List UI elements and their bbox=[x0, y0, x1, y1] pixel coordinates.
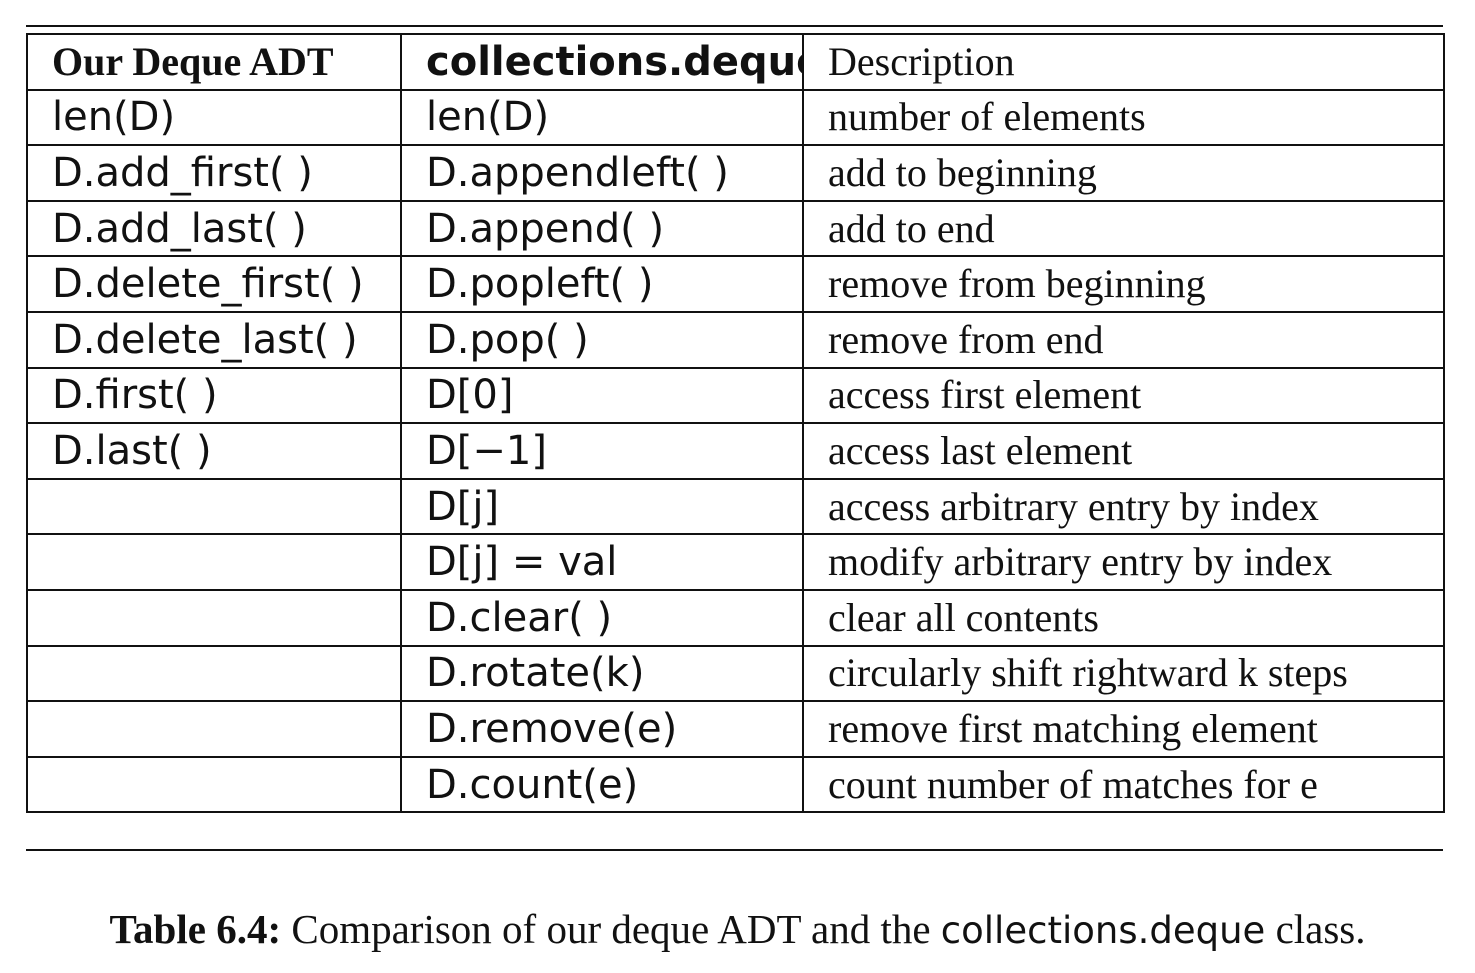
header-collections-deque: collections.deque bbox=[400, 33, 804, 91]
caption-text: Comparison of our deque ADT and the bbox=[281, 906, 941, 952]
adt-method-cell: D.last( ) bbox=[26, 422, 402, 480]
adt-method-cell: D.delete_first( ) bbox=[26, 255, 402, 313]
table-header-row: Our Deque ADT collections.deque Descript… bbox=[26, 33, 1445, 91]
description-cell: number of elements bbox=[802, 88, 1445, 147]
deque-method-cell: D[−1] bbox=[400, 422, 804, 480]
description-cell: remove from end bbox=[802, 310, 1445, 369]
table-row: D.add_last( ) D.append( ) add to end bbox=[26, 199, 1445, 258]
description-cell: add to beginning bbox=[802, 144, 1445, 202]
deque-method-cell: D.count(e) bbox=[400, 755, 804, 814]
deque-method-cell: len(D) bbox=[400, 88, 804, 147]
description-cell: modify arbitrary entry by index bbox=[802, 533, 1445, 591]
table-row: D.add_first( ) D.appendleft( ) add to be… bbox=[26, 144, 1445, 202]
deque-method-cell: D.pop( ) bbox=[400, 310, 804, 369]
description-cell: add to end bbox=[802, 199, 1445, 258]
deque-method-cell: D.appendleft( ) bbox=[400, 144, 804, 202]
deque-method-cell: D[j] bbox=[400, 477, 804, 536]
adt-method-cell bbox=[26, 755, 402, 814]
description-cell: access arbitrary entry by index bbox=[802, 477, 1445, 536]
description-cell: clear all contents bbox=[802, 588, 1445, 647]
adt-method-cell bbox=[26, 588, 402, 647]
table-row: D[j] = val modify arbitrary entry by ind… bbox=[26, 533, 1445, 591]
adt-method-cell: len(D) bbox=[26, 88, 402, 147]
table-row: D.clear( ) clear all contents bbox=[26, 588, 1445, 647]
description-cell: circularly shift rightward k steps bbox=[802, 644, 1445, 703]
table-row: D.delete_last( ) D.pop( ) remove from en… bbox=[26, 310, 1445, 369]
adt-method-cell: D.add_first( ) bbox=[26, 144, 402, 202]
table-bottom-rule bbox=[26, 849, 1443, 851]
table-row: D.delete_first( ) D.popleft( ) remove fr… bbox=[26, 255, 1445, 313]
adt-method-cell: D.first( ) bbox=[26, 366, 402, 425]
deque-method-cell: D.remove(e) bbox=[400, 700, 804, 758]
adt-method-cell: D.add_last( ) bbox=[26, 199, 402, 258]
table-caption: Table 6.4: Comparison of our deque ADT a… bbox=[0, 905, 1475, 953]
caption-label: Table 6.4: bbox=[109, 906, 282, 952]
header-our-deque-adt: Our Deque ADT bbox=[26, 33, 402, 91]
adt-method-cell bbox=[26, 644, 402, 703]
adt-method-cell bbox=[26, 533, 402, 591]
adt-method-cell bbox=[26, 477, 402, 536]
deque-method-cell: D[j] = val bbox=[400, 533, 804, 591]
deque-method-cell: D.popleft( ) bbox=[400, 255, 804, 313]
deque-method-cell: D[0] bbox=[400, 366, 804, 425]
deque-comparison-table: Our Deque ADT collections.deque Descript… bbox=[26, 33, 1445, 814]
description-cell: count number of matches for e bbox=[802, 755, 1445, 814]
table-row: D.last( ) D[−1] access last element bbox=[26, 422, 1445, 480]
description-cell: access first element bbox=[802, 366, 1445, 425]
table-row: len(D) len(D) number of elements bbox=[26, 88, 1445, 147]
adt-method-cell: D.delete_last( ) bbox=[26, 310, 402, 369]
deque-method-cell: D.clear( ) bbox=[400, 588, 804, 647]
deque-method-cell: D.append( ) bbox=[400, 199, 804, 258]
description-cell: access last element bbox=[802, 422, 1445, 480]
table-top-rule bbox=[26, 25, 1443, 27]
table-row: D.rotate(k) circularly shift rightward k… bbox=[26, 644, 1445, 703]
table-row: D.count(e) count number of matches for e bbox=[26, 755, 1445, 814]
deque-method-cell: D.rotate(k) bbox=[400, 644, 804, 703]
header-description: Description bbox=[802, 33, 1445, 91]
adt-method-cell bbox=[26, 700, 402, 758]
description-cell: remove from beginning bbox=[802, 255, 1445, 313]
caption-code: collections.deque bbox=[940, 909, 1266, 952]
table-row: D.first( ) D[0] access first element bbox=[26, 366, 1445, 425]
description-cell: remove first matching element bbox=[802, 700, 1445, 758]
table-row: D.remove(e) remove first matching elemen… bbox=[26, 700, 1445, 758]
table-row: D[j] access arbitrary entry by index bbox=[26, 477, 1445, 536]
caption-text-end: class. bbox=[1265, 906, 1366, 952]
